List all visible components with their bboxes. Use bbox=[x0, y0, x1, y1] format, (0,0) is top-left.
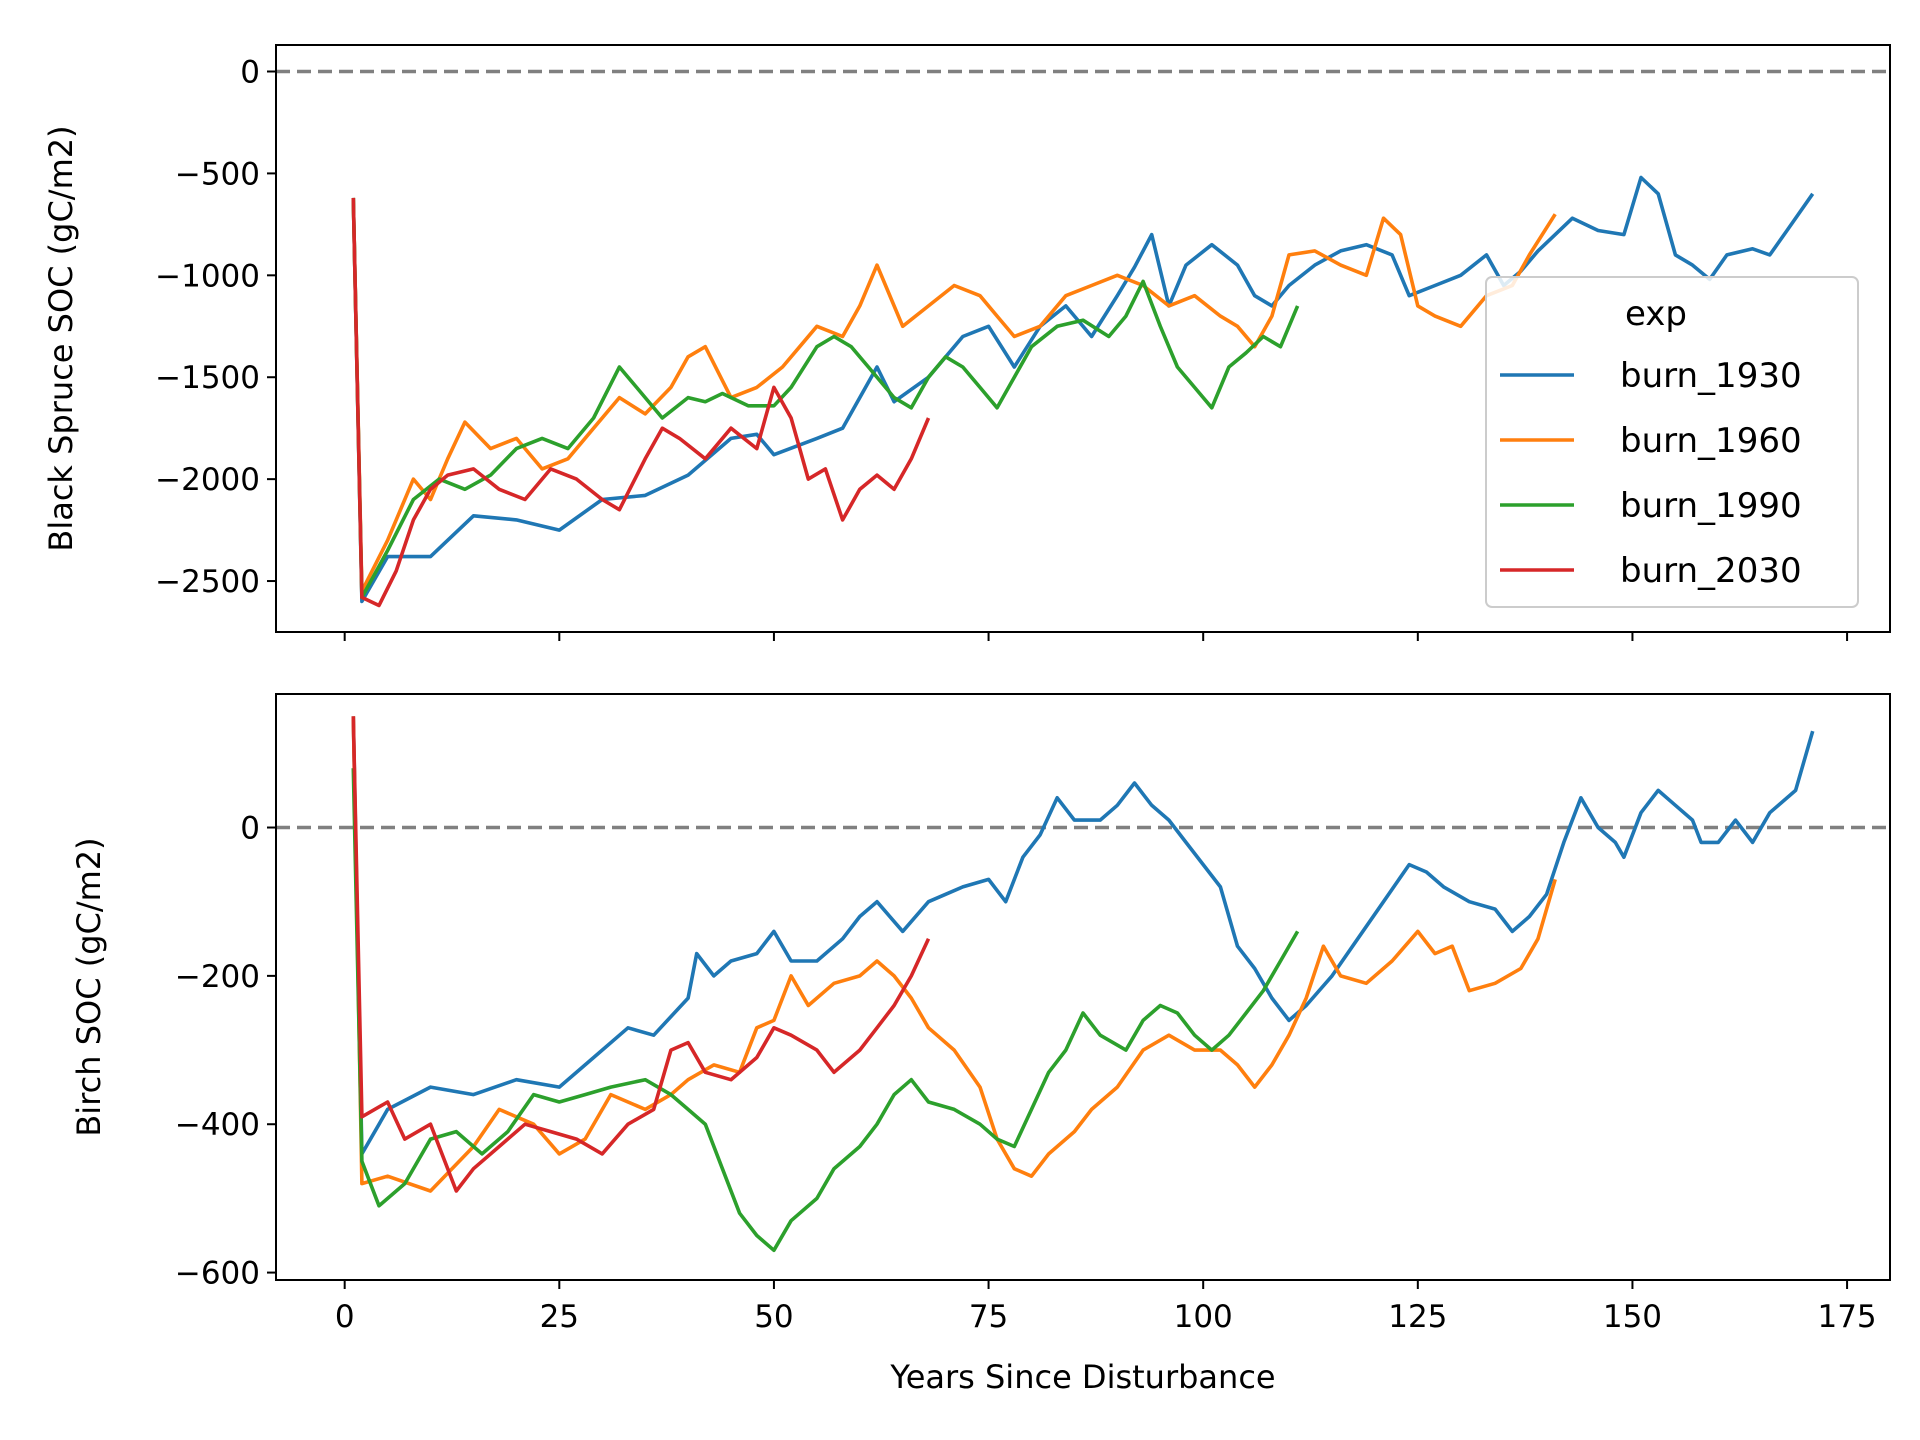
birch-series-burn-1930 bbox=[351, 716, 1815, 1156]
birch-series-burn-1990 bbox=[351, 768, 1300, 1253]
spruce-axes-frame bbox=[275, 44, 1891, 633]
spruce-panel: 0 −500 −1000 −1500 −2000 −2500 Black Spruce SO… bbox=[42, 44, 1891, 641]
birch-ytick-label: 0 bbox=[240, 811, 260, 847]
spruce-series-burn-1960 bbox=[351, 197, 1557, 593]
legend-label-burn-2030: burn_2030 bbox=[1620, 551, 1802, 591]
birch-xtick-label: 100 bbox=[1174, 1299, 1233, 1335]
birch-ytick-label: −200 bbox=[175, 959, 260, 995]
spruce-ytick-label: 0 bbox=[240, 54, 260, 90]
birch-xtick-label: 75 bbox=[969, 1299, 1008, 1335]
spruce-ytick-label: −2000 bbox=[155, 462, 260, 498]
birch-xtick-label: 175 bbox=[1817, 1299, 1876, 1335]
birch-panel: 0 −200 −400 −600 0 25 50 75 100 125 150 175 Birch SO… bbox=[70, 693, 1891, 1396]
spruce-ytick-label: −1000 bbox=[155, 258, 260, 294]
legend-label-burn-1990: burn_1990 bbox=[1620, 486, 1802, 526]
legend-box bbox=[1485, 276, 1859, 608]
birch-ytick-label: −400 bbox=[175, 1107, 260, 1143]
birch-series-burn-2030 bbox=[351, 716, 931, 1193]
birch-y-axis-label: Birch SOC (gC/m2) bbox=[70, 837, 108, 1136]
birch-xtick-label: 150 bbox=[1603, 1299, 1662, 1335]
spruce-series-burn-2030 bbox=[351, 197, 931, 608]
spruce-ytick-label: −2500 bbox=[155, 564, 260, 600]
birch-axes-frame bbox=[275, 693, 1891, 1281]
spruce-series-burn-1990 bbox=[351, 197, 1300, 600]
birch-xtick-label: 0 bbox=[335, 1299, 355, 1335]
birch-xtick-label: 50 bbox=[754, 1299, 793, 1335]
birch-xtick-label: 125 bbox=[1388, 1299, 1447, 1335]
legend: exp burn_1930 burn_1960 burn_1990 burn_2030 bbox=[1485, 276, 1859, 608]
spruce-ytick-label: −500 bbox=[175, 156, 260, 192]
birch-ytick-label: −600 bbox=[175, 1256, 260, 1292]
spruce-series-burn-1930 bbox=[351, 175, 1815, 604]
birch-xtick-label: 25 bbox=[540, 1299, 579, 1335]
legend-label-burn-1930: burn_1930 bbox=[1620, 356, 1802, 396]
spruce-y-axis-label: Black Spruce SOC (gC/m2) bbox=[42, 125, 80, 551]
legend-title: exp bbox=[1625, 294, 1687, 334]
x-axis-label: Years Since Disturbance bbox=[889, 1358, 1275, 1396]
spruce-ytick-label: −1500 bbox=[155, 360, 260, 396]
legend-label-burn-1960: burn_1960 bbox=[1620, 421, 1802, 461]
